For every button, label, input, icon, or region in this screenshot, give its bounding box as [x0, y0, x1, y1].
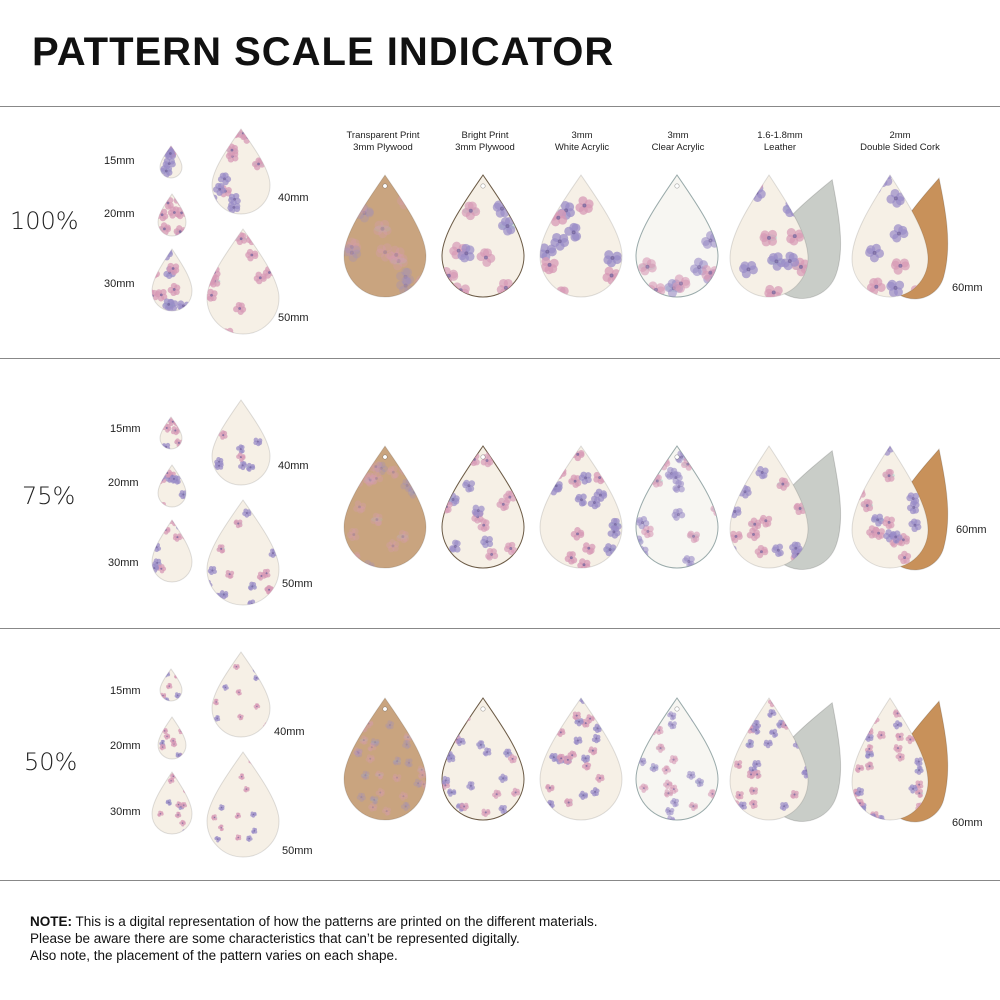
material-drop-leather	[729, 174, 809, 298]
scale-section-100: 100% 15mm 20mm 30mm 40mm 50mm 60mm	[0, 107, 1000, 357]
size-label-60mm: 60mm	[952, 817, 983, 829]
sample-drop-20mm	[157, 464, 187, 508]
material-drop-white-acrylic	[539, 697, 623, 821]
material-drop-white-acrylic	[539, 174, 623, 298]
page-title: PATTERN SCALE INDICATOR	[32, 30, 615, 74]
material-drop-cork	[851, 697, 929, 821]
divider	[0, 358, 1000, 359]
scale-section-75: 75% 15mm 20mm 30mm 40mm 50mm 60mm	[0, 378, 1000, 628]
material-drop-clear-acrylic	[635, 697, 719, 821]
scale-label: 100%	[10, 207, 79, 235]
divider	[0, 628, 1000, 629]
sample-drop-15mm	[159, 145, 183, 179]
sample-drop-50mm	[206, 228, 280, 335]
material-drop-cork	[851, 445, 929, 569]
size-label-40mm: 40mm	[274, 726, 305, 738]
size-label-40mm: 40mm	[278, 192, 309, 204]
material-header-white-acrylic: 3mm White Acrylic	[554, 130, 610, 153]
material-drop-bright-plywood	[441, 697, 525, 821]
material-drop-clear-acrylic	[635, 445, 719, 569]
size-label-50mm: 50mm	[278, 312, 309, 324]
material-drop-cork	[851, 174, 929, 298]
material-header-cork: 2mm Double Sided Cork	[860, 130, 940, 153]
material-header-bright-plywood: Bright Print 3mm Plywood	[455, 130, 515, 153]
material-header-transparent-plywood: Transparent Print 3mm Plywood	[346, 130, 420, 153]
size-label-30mm: 30mm	[108, 557, 139, 569]
material-header-clear-acrylic: 3mm Clear Acrylic	[651, 130, 705, 153]
sample-drop-40mm	[211, 651, 271, 738]
size-label-30mm: 30mm	[104, 278, 135, 290]
sample-drop-30mm	[151, 771, 193, 835]
note-text: NOTE: This is a digital representation o…	[30, 913, 598, 964]
material-drop-transparent-plywood	[343, 445, 427, 569]
sample-drop-50mm	[206, 751, 280, 858]
sample-drop-20mm	[157, 716, 187, 760]
material-drop-clear-acrylic	[635, 174, 719, 298]
sample-drop-50mm	[206, 499, 280, 606]
size-label-15mm: 15mm	[104, 155, 135, 167]
material-drop-transparent-plywood	[343, 697, 427, 821]
material-drop-white-acrylic	[539, 445, 623, 569]
sample-drop-15mm	[159, 668, 183, 702]
sample-drop-40mm	[211, 399, 271, 486]
sample-drop-15mm	[159, 416, 183, 450]
size-label-60mm: 60mm	[952, 282, 983, 294]
size-label-40mm: 40mm	[278, 460, 309, 472]
sample-drop-40mm	[211, 128, 271, 215]
note-line-3: Also note, the placement of the pattern …	[30, 948, 398, 963]
size-label-20mm: 20mm	[104, 208, 135, 220]
scale-section-50: 50% 15mm 20mm 30mm 40mm 50mm 60mm	[0, 630, 1000, 880]
material-header-leather: 1.6-1.8mm Leather	[757, 130, 803, 153]
divider	[0, 106, 1000, 107]
size-label-15mm: 15mm	[110, 423, 141, 435]
size-label-50mm: 50mm	[282, 845, 313, 857]
size-label-50mm: 50mm	[282, 578, 313, 590]
material-drop-transparent-plywood	[343, 174, 427, 298]
material-drop-bright-plywood	[441, 445, 525, 569]
material-drop-leather	[729, 445, 809, 569]
note-label: NOTE:	[30, 914, 72, 929]
material-drop-bright-plywood	[441, 174, 525, 298]
size-label-30mm: 30mm	[110, 806, 141, 818]
sample-drop-30mm	[151, 519, 193, 583]
note-line-1: This is a digital representation of how …	[72, 914, 598, 929]
divider	[0, 880, 1000, 881]
material-drop-leather	[729, 697, 809, 821]
size-label-60mm: 60mm	[956, 524, 987, 536]
scale-label: 75%	[22, 482, 76, 510]
note-line-2: Please be aware there are some character…	[30, 931, 520, 946]
sample-drop-30mm	[151, 248, 193, 312]
size-label-20mm: 20mm	[110, 740, 141, 752]
size-label-20mm: 20mm	[108, 477, 139, 489]
sample-drop-20mm	[157, 193, 187, 237]
scale-label: 50%	[24, 748, 78, 776]
size-label-15mm: 15mm	[110, 685, 141, 697]
